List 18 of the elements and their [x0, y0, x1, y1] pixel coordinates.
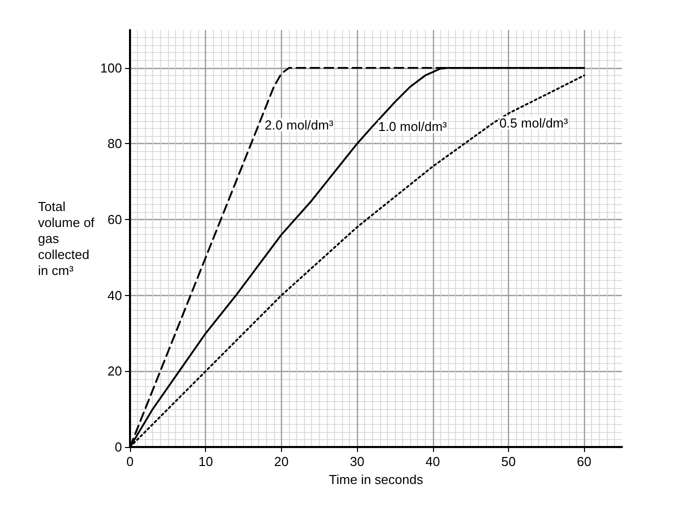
- x-tick-label: 20: [274, 454, 289, 469]
- series-label: 0.5 mol/dm³: [499, 115, 569, 130]
- series-label: 2.0 mol/dm³: [264, 117, 334, 132]
- y-tick-label: 20: [108, 364, 122, 379]
- y-tick-label: 0: [114, 440, 122, 454]
- x-tick-label: 10: [198, 454, 213, 469]
- y-axis-title: Total volume of gas collected in cm³: [38, 199, 95, 278]
- x-tick-label: 0: [126, 454, 134, 469]
- y-tick-label: 100: [100, 60, 122, 76]
- series-label: 1.0 mol/dm³: [378, 119, 448, 134]
- x-tick-label: 30: [350, 454, 364, 469]
- y-tick-label: 40: [108, 288, 122, 303]
- x-axis-title: Time in seconds: [328, 472, 424, 487]
- y-tick-label: 60: [108, 212, 122, 228]
- x-tick-label: 40: [426, 454, 440, 469]
- y-tick-label: 80: [108, 136, 122, 152]
- x-tick-label: 60: [576, 454, 592, 469]
- x-tick-label: 50: [501, 454, 516, 469]
